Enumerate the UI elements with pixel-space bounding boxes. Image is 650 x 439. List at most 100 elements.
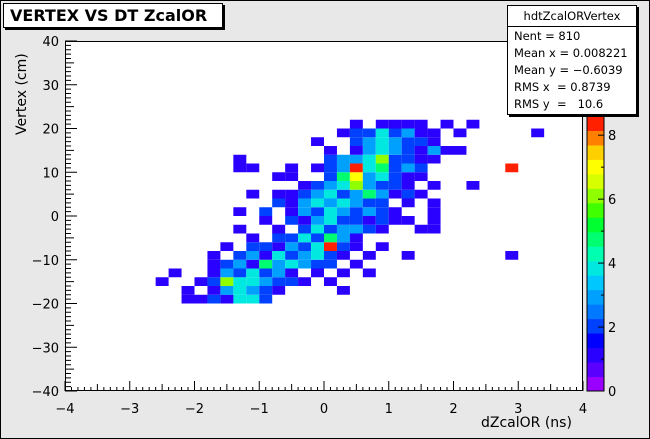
heatmap-bin <box>259 251 273 260</box>
heatmap-bin <box>375 128 389 138</box>
heatmap-bin <box>324 233 337 243</box>
heatmap-bin <box>440 119 454 129</box>
heatmap-bin <box>427 146 441 155</box>
heatmap-bin <box>336 189 350 199</box>
heatmap-bin <box>285 189 299 199</box>
heatmap-bin <box>324 172 337 181</box>
heatmap-bin <box>272 286 286 295</box>
heatmap-bin <box>414 172 428 181</box>
heatmap-bin <box>414 146 428 155</box>
heatmap-bin <box>336 172 350 181</box>
y-tick-label: −40 <box>32 385 59 400</box>
heatmap-bin <box>401 163 415 173</box>
heatmap-bin <box>401 128 415 138</box>
x-tick-label: 2 <box>449 402 457 417</box>
y-tick-label: 30 <box>42 79 59 94</box>
heatmap-bin <box>298 233 312 243</box>
heatmap-bin <box>349 163 363 173</box>
heatmap-bin <box>298 181 312 190</box>
heatmap-bin <box>336 242 350 251</box>
heatmap-bin <box>285 163 299 173</box>
heatmap-bin <box>233 224 247 234</box>
heatmap-bin <box>349 198 363 208</box>
heatmap-bin <box>401 189 415 199</box>
heatmap-bin <box>375 146 389 155</box>
heatmap-bin <box>362 181 376 190</box>
heatmap-bin <box>401 181 415 190</box>
heatmap-bin <box>453 128 467 138</box>
heatmap-bin <box>272 251 286 260</box>
heatmap-bin <box>246 286 260 295</box>
x-tick-label: 3 <box>514 402 522 417</box>
heatmap-bin <box>349 207 363 216</box>
heatmap-bin <box>298 198 312 208</box>
y-tick-label: −20 <box>32 298 59 313</box>
heatmap-bin <box>505 251 519 260</box>
heatmap-bin <box>401 251 415 260</box>
x-tick-label: −2 <box>185 402 204 417</box>
chart-title: VERTEX VS DT ZcalOR <box>10 6 208 25</box>
heatmap-bin <box>272 198 286 208</box>
heatmap-bin <box>324 163 337 173</box>
heatmap-bin <box>298 259 312 269</box>
palette-swatch <box>587 246 604 262</box>
heatmap-bin <box>246 163 260 173</box>
heatmap-bin <box>324 189 337 199</box>
heatmap-bin <box>349 172 363 181</box>
palette-swatch <box>587 202 604 218</box>
heatmap-bin <box>207 268 221 278</box>
heatmap-bin <box>311 216 324 225</box>
heatmap-bin <box>388 189 402 199</box>
heatmap-bin <box>233 154 247 164</box>
heatmap-bin <box>388 163 402 173</box>
heatmap-bin <box>194 294 208 304</box>
heatmap-bin <box>298 242 312 251</box>
heatmap-bin <box>388 154 402 164</box>
heatmap-bin <box>375 224 389 234</box>
heatmap-bin <box>220 242 234 251</box>
heatmap-bin <box>181 294 195 304</box>
heatmap-bin <box>336 207 350 216</box>
palette-swatch <box>587 289 604 305</box>
heatmap-bin <box>272 233 286 243</box>
heatmap-bin <box>375 216 389 225</box>
heatmap-bin <box>324 154 337 164</box>
y-tick-label: −10 <box>32 254 59 269</box>
heatmap-bin <box>259 216 273 225</box>
palette-swatch <box>587 217 604 233</box>
heatmap-bin <box>336 224 350 234</box>
heatmap-bin <box>388 137 402 146</box>
heatmap-bin <box>324 198 337 208</box>
heatmap-bin <box>311 233 324 243</box>
stats-mean-x: Mean x = 0.008221 <box>514 46 628 60</box>
heatmap-bin <box>388 207 402 216</box>
heatmap-bin <box>375 137 389 146</box>
heatmap-bin <box>285 277 299 286</box>
heatmap-bin <box>388 128 402 138</box>
heatmap-bin <box>375 119 389 129</box>
heatmap-bin <box>324 216 337 225</box>
heatmap-bin <box>375 172 389 181</box>
palette-swatch <box>587 144 604 160</box>
heatmap-bin <box>233 268 247 278</box>
heatmap-bin <box>388 216 402 225</box>
stats-mean-y: Mean y = −0.6039 <box>514 63 623 77</box>
heatmap-bin <box>349 181 363 190</box>
heatmap-bin <box>336 233 350 243</box>
heatmap-bin <box>427 224 441 234</box>
y-tick-label: 40 <box>42 35 59 50</box>
x-tick-label: 1 <box>385 402 393 417</box>
heatmap-bin <box>349 137 363 146</box>
heatmap-bin <box>427 128 441 138</box>
x-tick-label: −3 <box>120 402 139 417</box>
heatmap-bin <box>233 259 247 269</box>
heatmap-bin <box>311 163 324 173</box>
heatmap-bin <box>375 181 389 190</box>
heatmap-bin <box>466 181 480 190</box>
heatmap-bin <box>336 251 350 260</box>
palette-swatch <box>587 159 604 175</box>
heatmap-bin <box>311 189 324 199</box>
heatmap-bin <box>362 268 376 278</box>
heatmap-bin <box>246 277 260 286</box>
heatmap-bin <box>233 277 247 286</box>
